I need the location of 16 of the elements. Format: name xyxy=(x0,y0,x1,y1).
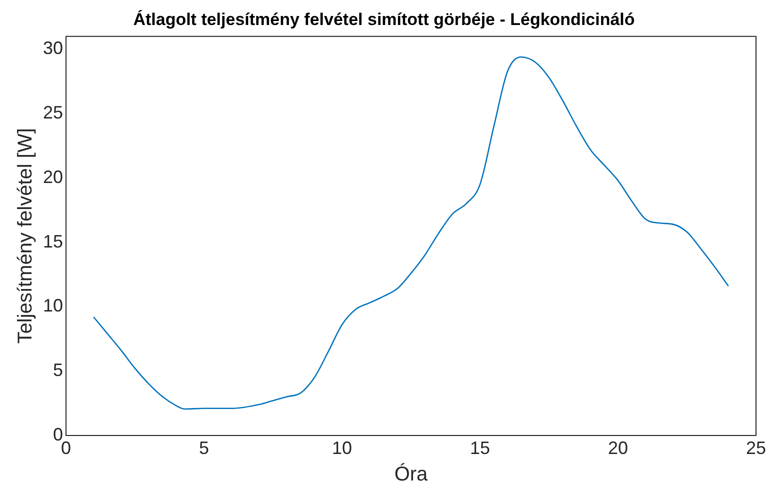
y-tick-label: 25 xyxy=(42,102,64,123)
x-tick-label: 5 xyxy=(199,438,210,458)
x-tick-label: 15 xyxy=(470,438,490,458)
x-axis-title: Óra xyxy=(394,462,429,486)
y-axis-title: Teljesítmény felvétel [W] xyxy=(14,128,37,344)
y-tick-label: 0 xyxy=(53,424,64,444)
y-tick-label: 15 xyxy=(42,231,64,252)
y-tick-label: 10 xyxy=(42,296,64,316)
y-tick-label: 20 xyxy=(42,166,64,187)
x-tick-label: 20 xyxy=(608,438,628,458)
x-tick-label: 10 xyxy=(332,438,352,458)
chart-title: Átlagolt teljesítmény felvétel simított görbéje - Légkondicináló xyxy=(133,8,635,29)
line-series xyxy=(92,56,730,410)
y-tick-label: 5 xyxy=(53,360,64,380)
y-tick-label: 30 xyxy=(42,38,64,58)
x-tick-label: 25 xyxy=(746,438,766,458)
